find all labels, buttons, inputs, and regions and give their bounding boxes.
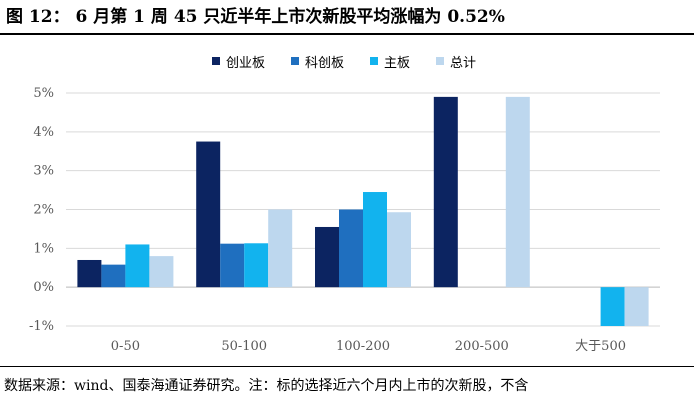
legend-item: 总计 bbox=[436, 52, 476, 71]
bar bbox=[196, 141, 221, 288]
x-tick-label: 大于500 bbox=[575, 339, 626, 354]
legend-label: 创业板 bbox=[226, 55, 266, 71]
title-rule bbox=[0, 33, 694, 35]
y-tick-label: 0% bbox=[33, 280, 54, 295]
legend-label: 主板 bbox=[384, 55, 411, 71]
source-note: 数据来源：wind、国泰海通证券研究。注：标的选择近六个月内上市的次新股，不含 bbox=[4, 378, 529, 394]
legend-swatch-icon bbox=[436, 57, 445, 65]
bar bbox=[433, 96, 458, 288]
y-tick-label: 1% bbox=[33, 241, 54, 256]
bar bbox=[315, 226, 339, 288]
legend-item: 科创板 bbox=[291, 52, 344, 71]
y-tick-label: 4% bbox=[33, 125, 54, 140]
bar bbox=[600, 287, 625, 326]
bar bbox=[268, 209, 293, 288]
legend-label: 科创板 bbox=[305, 55, 345, 71]
x-tick-label: 50-100 bbox=[221, 339, 267, 354]
legend-swatch-icon bbox=[370, 57, 379, 65]
x-tick-label: 100-200 bbox=[336, 339, 390, 354]
bar bbox=[363, 192, 387, 288]
bar bbox=[387, 212, 411, 288]
bar bbox=[624, 287, 649, 326]
legend-swatch-icon bbox=[291, 57, 300, 65]
bar bbox=[77, 259, 102, 288]
bar bbox=[244, 243, 269, 288]
bar bbox=[149, 256, 174, 288]
legend-item: 创业板 bbox=[212, 52, 265, 71]
bar bbox=[339, 209, 363, 288]
bar bbox=[101, 264, 126, 288]
bar bbox=[220, 243, 245, 288]
figure-title: 图 12： 6 月第 1 周 45 只近半年上市次新股平均涨幅为 0.52% bbox=[6, 7, 505, 27]
y-tick-label: 5% bbox=[33, 86, 54, 101]
bar bbox=[125, 244, 150, 288]
legend-swatch-icon bbox=[212, 57, 220, 65]
y-tick-label: 2% bbox=[33, 203, 54, 218]
y-tick-label: -1% bbox=[29, 319, 54, 334]
footer-rule bbox=[0, 366, 694, 367]
bar bbox=[505, 96, 530, 288]
bar-chart: -1% 0% 1% 2% 3% 4% 5% 0-50 50-100 100-200 200-500 大… bbox=[29, 86, 660, 354]
legend-label: 总计 bbox=[450, 55, 477, 71]
x-tick-label: 200-500 bbox=[455, 339, 509, 354]
legend-item: 主板 bbox=[370, 52, 410, 71]
x-tick-label: 0-50 bbox=[111, 339, 140, 354]
chart-legend: 创业板 科创板 主板 总计 bbox=[212, 52, 476, 71]
y-tick-label: 3% bbox=[33, 164, 54, 179]
